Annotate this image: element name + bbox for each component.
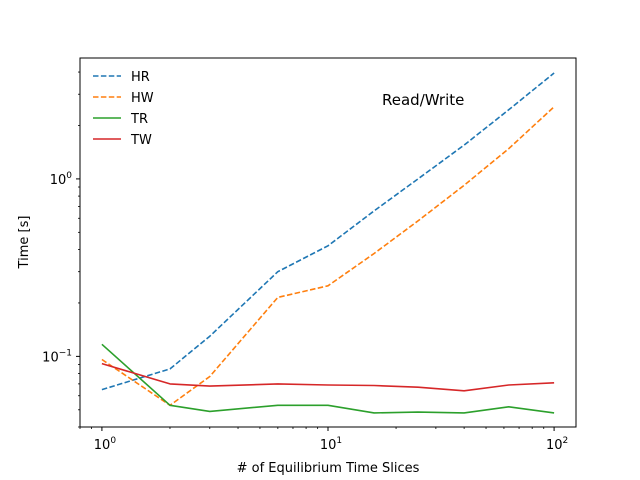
- y-axis-ticks: 10−1 100: [42, 71, 80, 428]
- y-axis-label: Time [s]: [17, 216, 32, 270]
- y-tick-label: 10−1: [42, 348, 72, 365]
- x-axis-label: # of Equilibrium Time Slices: [237, 461, 420, 476]
- legend-label-hr: HR: [131, 70, 150, 85]
- series-line-tw: [101, 362, 555, 392]
- legend: HR HW TR TW: [93, 70, 154, 148]
- series-line-tr: [101, 343, 555, 414]
- y-tick-label: 100: [50, 171, 73, 188]
- plot-frame: [79, 57, 577, 428]
- x-tick-label: 100: [94, 436, 117, 453]
- chart-annotation: Read/Write: [382, 91, 464, 109]
- x-tick-label: 101: [320, 436, 342, 453]
- series-line-hw: [101, 106, 555, 407]
- legend-label-tw: TW: [130, 133, 152, 148]
- series-line-hr: [101, 72, 555, 391]
- legend-label-hw: HW: [131, 91, 154, 106]
- legend-label-tr: TR: [130, 112, 148, 127]
- plot-lines: [101, 72, 555, 414]
- x-tick-label: 102: [546, 436, 568, 453]
